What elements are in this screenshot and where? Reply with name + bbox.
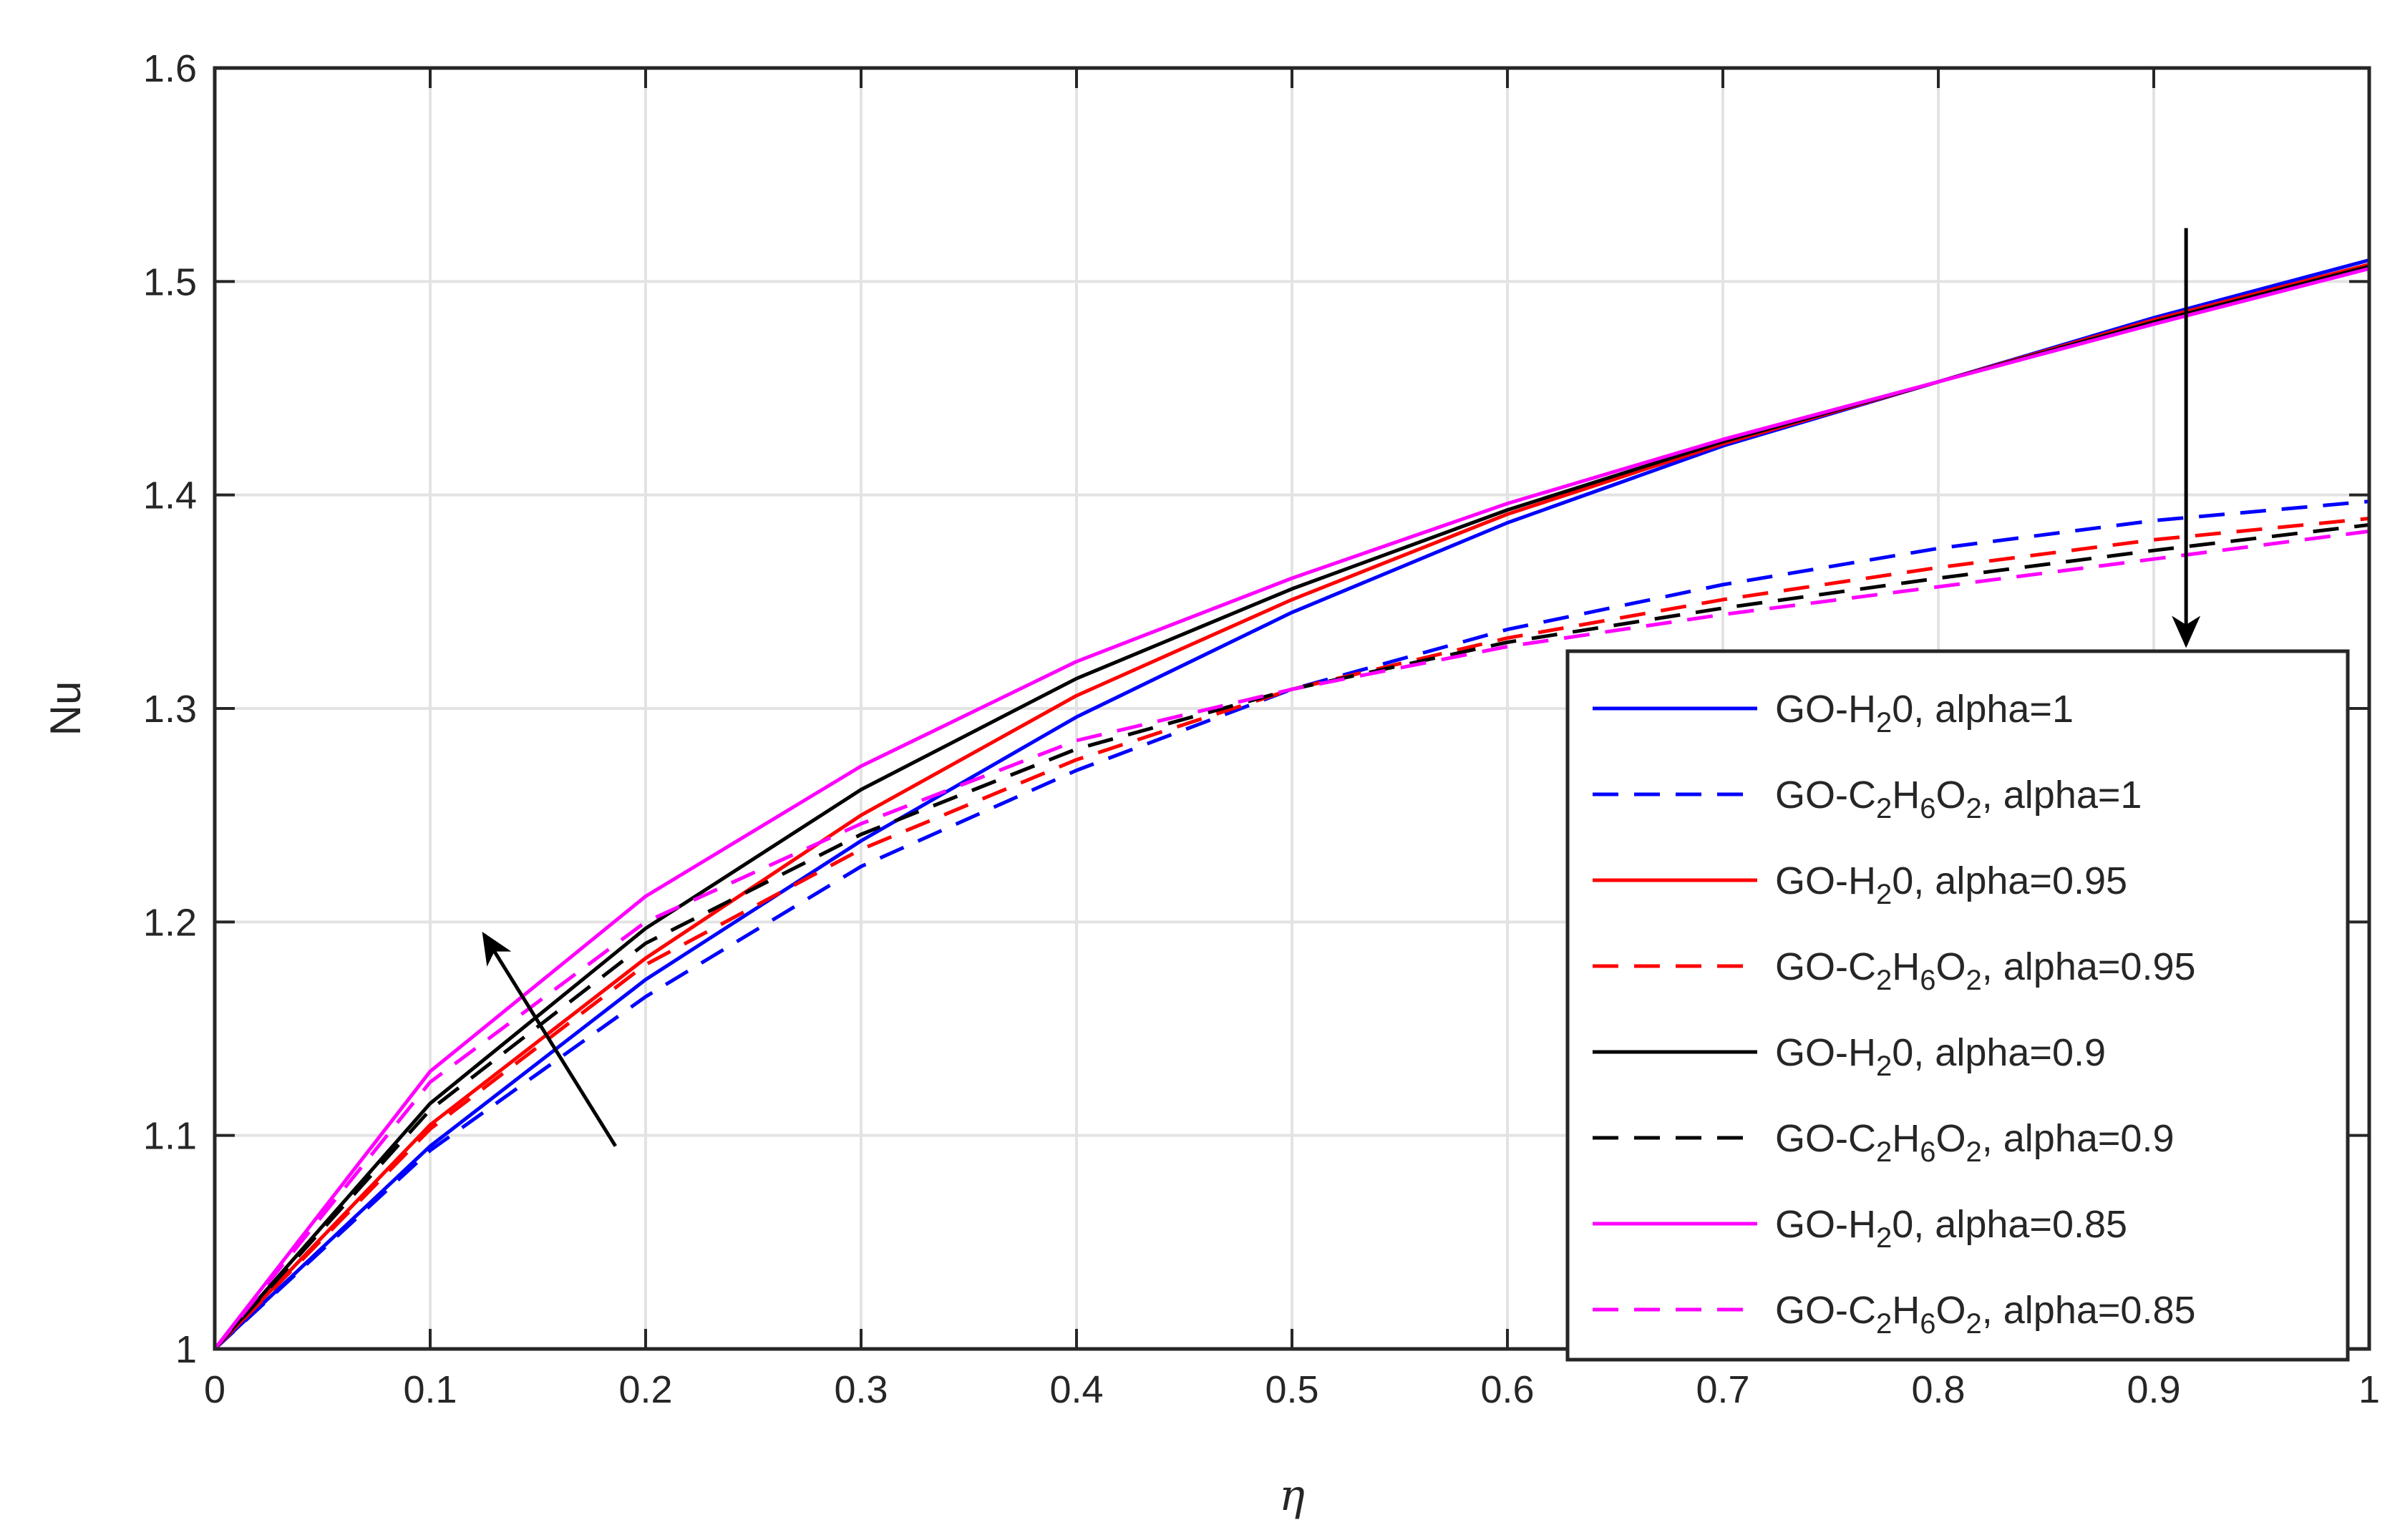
x-tick-label: 0.9 bbox=[2127, 1368, 2180, 1411]
legend-label: GO-C2H6O2, alpha=0.95 bbox=[1775, 945, 2196, 996]
y-tick-label: 1.4 bbox=[143, 474, 197, 517]
annotation-arrow bbox=[482, 931, 617, 1147]
annotation-arrows bbox=[482, 228, 2201, 1147]
x-tick-label: 0.2 bbox=[618, 1368, 672, 1411]
legend-label: GO-H20, alpha=0.9 bbox=[1775, 1031, 2106, 1082]
series-line bbox=[213, 517, 2370, 1350]
legend-label: GO-H20, alpha=0.85 bbox=[1775, 1203, 2127, 1254]
x-tick-label: 0 bbox=[204, 1368, 225, 1411]
y-tick-label: 1.1 bbox=[143, 1115, 197, 1158]
x-tick-label: 0.5 bbox=[1265, 1368, 1318, 1411]
legend-label: GO-C2H6O2, alpha=0.85 bbox=[1775, 1289, 2196, 1340]
y-tick-label: 1.5 bbox=[143, 260, 197, 303]
axis-ticks: 0 0.1 0.2 0.3 0.4 0.5 0.6 0.7 0.8 0.9 1 1 1.1 1.2 1.3 1… bbox=[143, 47, 2380, 1411]
x-tick-label: 0.1 bbox=[403, 1368, 457, 1411]
y-tick-label: 1.6 bbox=[143, 47, 197, 90]
x-tick-label: 1 bbox=[2358, 1368, 2380, 1411]
x-axis-title: η bbox=[1279, 1471, 1305, 1521]
y-tick-label: 1 bbox=[175, 1328, 197, 1371]
legend-box bbox=[1565, 649, 2350, 1362]
x-tick-label: 0.3 bbox=[834, 1368, 888, 1411]
series-lines bbox=[213, 258, 2370, 1350]
x-tick-label: 0.4 bbox=[1049, 1368, 1103, 1411]
x-tick-label: 0.7 bbox=[1696, 1368, 1749, 1411]
legend: GO-H20, alpha=1 GO-C2H6O2, alpha=1 GO-H20,… bbox=[1565, 649, 2350, 1362]
series-line bbox=[213, 529, 2370, 1350]
x-tick-label: 0.6 bbox=[1480, 1368, 1534, 1411]
y-tick-label: 1.3 bbox=[143, 688, 197, 731]
x-tick-label: 0.8 bbox=[1911, 1368, 1965, 1411]
series-line bbox=[213, 266, 2370, 1350]
legend-label: GO-H20, alpha=1 bbox=[1775, 688, 2074, 739]
legend-label: GO-H20, alpha=0.95 bbox=[1775, 859, 2127, 910]
legend-label: GO-C2H6O2, alpha=1 bbox=[1775, 774, 2142, 824]
series-line bbox=[213, 499, 2370, 1350]
legend-label: GO-C2H6O2, alpha=0.9 bbox=[1775, 1117, 2175, 1168]
y-axis-title: Nu bbox=[42, 681, 89, 736]
y-tick-label: 1.2 bbox=[143, 901, 197, 944]
